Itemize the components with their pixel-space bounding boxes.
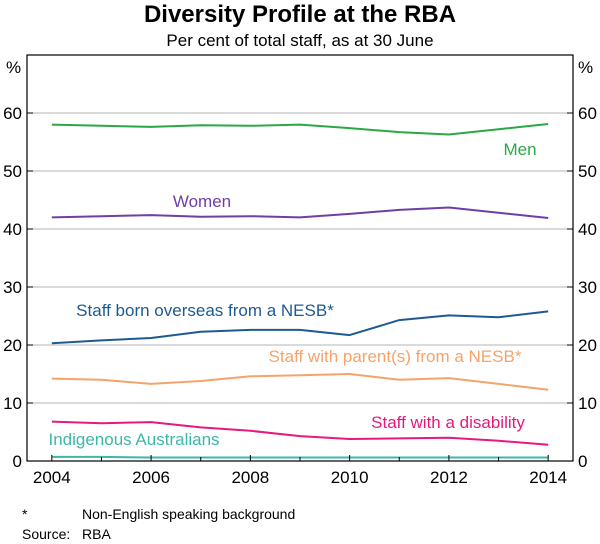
axis-ticks: 0 0 10 10 20 20 30 30 40 40 50 50 60 60 2004 2006 2008 20… — [3, 104, 597, 487]
y-tick-label-left: 20 — [3, 336, 22, 355]
x-tick-label-2012: 2012 — [430, 468, 468, 487]
series-line-staff-with-parent-s-from-a-nesb — [51, 373, 549, 391]
x-tick-label-2010: 2010 — [331, 468, 369, 487]
x-tick-label-2006: 2006 — [132, 468, 170, 487]
series-label-staff-born-overseas-from-a-nesb: Staff born overseas from a NESB* — [76, 301, 334, 320]
y-tick-label-left: 10 — [3, 394, 22, 413]
series-label-staff-with-a-disability: Staff with a disability — [371, 413, 525, 432]
footnote: * Non-English speaking background — [22, 505, 295, 523]
x-tick-label-2014: 2014 — [529, 468, 567, 487]
series-line-staff-with-a-disability — [51, 420, 549, 446]
plot-frame — [26, 54, 574, 462]
x-tick-label-2008: 2008 — [231, 468, 269, 487]
y-tick-label-right: 10 — [578, 394, 597, 413]
y-tick-label-right: 20 — [578, 336, 597, 355]
y-tick-label-left: 40 — [3, 220, 22, 239]
footnote-marker: * — [22, 506, 28, 522]
y-tick-label-left: 60 — [3, 104, 22, 123]
source-text: RBA — [82, 526, 111, 542]
y-tick-label-right: 30 — [578, 278, 597, 297]
gridlines — [27, 112, 573, 404]
series-label-indigenous-australians: Indigenous Australians — [48, 430, 219, 449]
series-labels: Men Women Staff born overseas from a NESB*… — [48, 140, 536, 449]
source-note: Source: RBA — [22, 525, 111, 543]
y-axis-label-left: % — [6, 58, 21, 77]
series-label-staff-with-parent-s-from-a-nesb: Staff with parent(s) from a NESB* — [269, 347, 522, 366]
y-tick-label-right: 60 — [578, 104, 597, 123]
series-line-men — [51, 123, 549, 136]
series-line-women — [51, 206, 549, 219]
series-label-women: Women — [173, 192, 231, 211]
y-tick-label-right: 50 — [578, 162, 597, 181]
series-line-staff-born-overseas-from-a-nesb — [51, 310, 549, 345]
y-tick-label-left: 30 — [3, 278, 22, 297]
series-lines — [51, 123, 549, 459]
series-label-men: Men — [503, 140, 536, 159]
y-tick-label-left: 50 — [3, 162, 22, 181]
y-tick-label-right: 0 — [578, 452, 587, 471]
source-label: Source: — [22, 526, 71, 542]
y-axis-label-right: % — [578, 58, 593, 77]
y-tick-label-left: 0 — [13, 452, 22, 471]
y-tick-label-right: 40 — [578, 220, 597, 239]
x-tick-label-2004: 2004 — [33, 468, 71, 487]
footnote-text: Non-English speaking background — [82, 506, 296, 522]
chart-title: Diversity Profile at the RBA — [143, 1, 457, 28]
chart-subtitle: Per cent of total staff, as at 30 June — [166, 31, 434, 50]
